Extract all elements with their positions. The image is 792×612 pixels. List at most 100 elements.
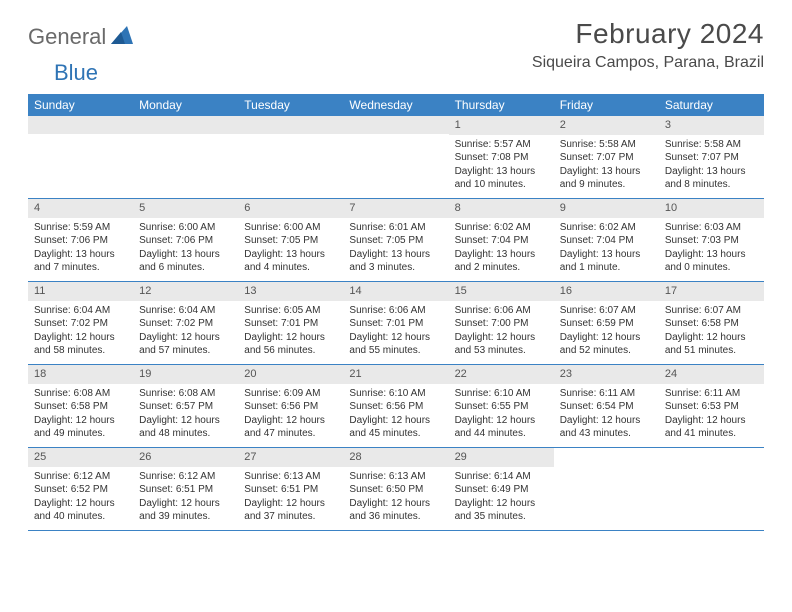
day-body: Sunrise: 6:08 AMSunset: 6:57 PMDaylight:…: [133, 384, 238, 445]
day-line-d2: and 57 minutes.: [139, 344, 232, 358]
day-line-sr: Sunrise: 6:02 AM: [455, 221, 548, 235]
day-cell: 6Sunrise: 6:00 AMSunset: 7:05 PMDaylight…: [238, 199, 343, 281]
day-line-d1: Daylight: 13 hours: [34, 248, 127, 262]
day-cell: 15Sunrise: 6:06 AMSunset: 7:00 PMDayligh…: [449, 282, 554, 364]
day-cell: 2Sunrise: 5:58 AMSunset: 7:07 PMDaylight…: [554, 116, 659, 198]
day-line-d2: and 51 minutes.: [665, 344, 758, 358]
day-line-d2: and 48 minutes.: [139, 427, 232, 441]
day-line-d2: and 39 minutes.: [139, 510, 232, 524]
day-line-sr: Sunrise: 6:12 AM: [34, 470, 127, 484]
day-body: Sunrise: 6:13 AMSunset: 6:51 PMDaylight:…: [238, 467, 343, 528]
day-line-d1: Daylight: 12 hours: [139, 331, 232, 345]
day-body: Sunrise: 6:07 AMSunset: 6:59 PMDaylight:…: [554, 301, 659, 362]
dow-sunday: Sunday: [28, 94, 133, 116]
day-line-ss: Sunset: 7:07 PM: [560, 151, 653, 165]
day-line-ss: Sunset: 7:02 PM: [139, 317, 232, 331]
day-number: 24: [659, 365, 764, 384]
day-line-d2: and 45 minutes.: [349, 427, 442, 441]
day-body: Sunrise: 6:08 AMSunset: 6:58 PMDaylight:…: [28, 384, 133, 445]
week-row: 4Sunrise: 5:59 AMSunset: 7:06 PMDaylight…: [28, 199, 764, 282]
day-cell: [554, 448, 659, 530]
day-cell: 8Sunrise: 6:02 AMSunset: 7:04 PMDaylight…: [449, 199, 554, 281]
day-number: 17: [659, 282, 764, 301]
day-body: Sunrise: 6:13 AMSunset: 6:50 PMDaylight:…: [343, 467, 448, 528]
calendar-grid: Sunday Monday Tuesday Wednesday Thursday…: [28, 94, 764, 531]
day-line-d1: Daylight: 13 hours: [455, 248, 548, 262]
day-line-ss: Sunset: 7:04 PM: [560, 234, 653, 248]
day-body: Sunrise: 6:12 AMSunset: 6:51 PMDaylight:…: [133, 467, 238, 528]
day-number: 20: [238, 365, 343, 384]
day-body: Sunrise: 6:03 AMSunset: 7:03 PMDaylight:…: [659, 218, 764, 279]
day-line-d1: Daylight: 13 hours: [244, 248, 337, 262]
day-line-d1: Daylight: 13 hours: [665, 248, 758, 262]
day-cell: [343, 116, 448, 198]
day-line-d1: Daylight: 13 hours: [139, 248, 232, 262]
day-line-d1: Daylight: 12 hours: [455, 331, 548, 345]
day-line-d2: and 58 minutes.: [34, 344, 127, 358]
day-body: Sunrise: 5:58 AMSunset: 7:07 PMDaylight:…: [554, 135, 659, 196]
day-body: Sunrise: 6:11 AMSunset: 6:53 PMDaylight:…: [659, 384, 764, 445]
empty-day-bar: [238, 116, 343, 134]
day-number: 13: [238, 282, 343, 301]
day-line-d2: and 36 minutes.: [349, 510, 442, 524]
weeks-container: 1Sunrise: 5:57 AMSunset: 7:08 PMDaylight…: [28, 116, 764, 531]
day-number: 27: [238, 448, 343, 467]
day-number: 8: [449, 199, 554, 218]
day-line-d2: and 0 minutes.: [665, 261, 758, 275]
day-line-d2: and 37 minutes.: [244, 510, 337, 524]
day-number: 9: [554, 199, 659, 218]
day-number: 29: [449, 448, 554, 467]
day-line-ss: Sunset: 6:54 PM: [560, 400, 653, 414]
day-line-d1: Daylight: 13 hours: [349, 248, 442, 262]
day-body: Sunrise: 5:57 AMSunset: 7:08 PMDaylight:…: [449, 135, 554, 196]
day-cell: 11Sunrise: 6:04 AMSunset: 7:02 PMDayligh…: [28, 282, 133, 364]
day-line-d2: and 55 minutes.: [349, 344, 442, 358]
day-cell: 4Sunrise: 5:59 AMSunset: 7:06 PMDaylight…: [28, 199, 133, 281]
day-line-d2: and 1 minute.: [560, 261, 653, 275]
day-line-sr: Sunrise: 6:00 AM: [139, 221, 232, 235]
day-line-ss: Sunset: 7:06 PM: [139, 234, 232, 248]
day-cell: 20Sunrise: 6:09 AMSunset: 6:56 PMDayligh…: [238, 365, 343, 447]
day-line-d2: and 4 minutes.: [244, 261, 337, 275]
day-line-sr: Sunrise: 5:58 AM: [560, 138, 653, 152]
logo-text-general: General: [28, 24, 106, 50]
day-line-sr: Sunrise: 5:58 AM: [665, 138, 758, 152]
day-line-d1: Daylight: 12 hours: [349, 414, 442, 428]
day-number: 18: [28, 365, 133, 384]
day-line-ss: Sunset: 6:51 PM: [139, 483, 232, 497]
day-line-ss: Sunset: 6:56 PM: [244, 400, 337, 414]
day-line-ss: Sunset: 6:55 PM: [455, 400, 548, 414]
day-line-d1: Daylight: 12 hours: [455, 497, 548, 511]
day-line-ss: Sunset: 7:05 PM: [349, 234, 442, 248]
day-number: 11: [28, 282, 133, 301]
day-body: Sunrise: 6:07 AMSunset: 6:58 PMDaylight:…: [659, 301, 764, 362]
day-number: 19: [133, 365, 238, 384]
day-cell: 3Sunrise: 5:58 AMSunset: 7:07 PMDaylight…: [659, 116, 764, 198]
day-body: Sunrise: 6:14 AMSunset: 6:49 PMDaylight:…: [449, 467, 554, 528]
day-cell: 13Sunrise: 6:05 AMSunset: 7:01 PMDayligh…: [238, 282, 343, 364]
day-line-sr: Sunrise: 6:07 AM: [560, 304, 653, 318]
day-cell: 21Sunrise: 6:10 AMSunset: 6:56 PMDayligh…: [343, 365, 448, 447]
day-line-ss: Sunset: 7:01 PM: [349, 317, 442, 331]
dow-saturday: Saturday: [659, 94, 764, 116]
location-text: Siqueira Campos, Parana, Brazil: [532, 54, 764, 72]
day-cell: 17Sunrise: 6:07 AMSunset: 6:58 PMDayligh…: [659, 282, 764, 364]
day-line-sr: Sunrise: 6:05 AM: [244, 304, 337, 318]
day-line-ss: Sunset: 6:56 PM: [349, 400, 442, 414]
day-number: 14: [343, 282, 448, 301]
day-line-sr: Sunrise: 6:14 AM: [455, 470, 548, 484]
day-line-sr: Sunrise: 5:59 AM: [34, 221, 127, 235]
day-line-d2: and 7 minutes.: [34, 261, 127, 275]
dow-friday: Friday: [554, 94, 659, 116]
empty-day-bar: [343, 116, 448, 134]
day-number: 22: [449, 365, 554, 384]
day-line-sr: Sunrise: 6:07 AM: [665, 304, 758, 318]
day-line-sr: Sunrise: 6:04 AM: [139, 304, 232, 318]
day-body: Sunrise: 6:00 AMSunset: 7:05 PMDaylight:…: [238, 218, 343, 279]
day-line-sr: Sunrise: 6:08 AM: [34, 387, 127, 401]
day-line-ss: Sunset: 6:52 PM: [34, 483, 127, 497]
day-line-d1: Daylight: 12 hours: [244, 414, 337, 428]
day-line-d1: Daylight: 13 hours: [560, 248, 653, 262]
week-row: 11Sunrise: 6:04 AMSunset: 7:02 PMDayligh…: [28, 282, 764, 365]
day-line-d2: and 40 minutes.: [34, 510, 127, 524]
